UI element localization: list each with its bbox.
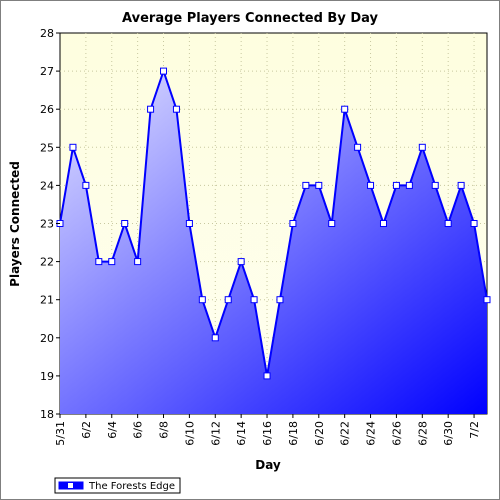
data-point — [289, 220, 297, 227]
x-tick-label: 6/26 — [390, 421, 403, 446]
data-point — [237, 258, 245, 266]
data-point — [457, 181, 465, 189]
data-point — [147, 105, 155, 113]
data-point — [379, 220, 387, 227]
y-axis-ticks: 18 19 20 21 22 23 24 25 26 27 28 — [40, 27, 60, 421]
x-tick-label: 7/2 — [468, 421, 481, 439]
data-point — [82, 181, 90, 189]
data-point — [211, 334, 219, 342]
x-tick-label: 6/16 — [261, 421, 274, 446]
data-point — [121, 220, 129, 227]
x-tick-label: 6/10 — [183, 421, 196, 446]
legend-swatch — [58, 481, 84, 490]
x-tick-label: 6/6 — [132, 421, 145, 439]
y-axis-title: Players Connected — [8, 161, 22, 287]
x-tick-label: 6/8 — [158, 421, 171, 439]
chart-title: Average Players Connected By Day — [122, 11, 378, 26]
legend-label: The Forests Edge — [88, 481, 175, 492]
x-tick-label: 6/30 — [442, 421, 455, 446]
x-tick-label: 6/24 — [365, 421, 378, 446]
y-tick-label: 25 — [40, 141, 54, 154]
series-polyline — [59, 67, 488, 377]
legend-box — [54, 477, 181, 494]
data-point — [185, 220, 193, 227]
data-point — [263, 372, 271, 380]
y-tick-label: 26 — [40, 103, 54, 116]
x-tick-label: 6/18 — [287, 421, 300, 446]
data-point — [328, 220, 336, 227]
data-point — [160, 67, 168, 75]
data-point — [276, 296, 284, 304]
y-tick-label: 24 — [40, 179, 54, 192]
y-tick-label: 18 — [40, 408, 54, 421]
data-point — [250, 296, 258, 304]
data-point — [444, 220, 452, 227]
y-tick-label: 20 — [40, 332, 54, 345]
x-tick-label: 6/28 — [416, 421, 429, 446]
data-point — [418, 143, 426, 151]
legend: The Forests Edge — [54, 477, 181, 494]
data-point — [405, 181, 413, 189]
x-tick-label: 6/14 — [235, 421, 248, 446]
data-point — [302, 181, 310, 189]
data-point — [69, 143, 77, 151]
x-axis-ticks: 5/31 6/2 6/4 6/6 6/8 6/10 6/12 6/14 6/16 6/18 6/20… — [54, 414, 481, 446]
y-tick-label: 21 — [40, 294, 54, 307]
data-point — [470, 220, 478, 227]
series-area — [60, 71, 487, 414]
x-tick-label: 6/4 — [106, 421, 119, 439]
data-point — [483, 296, 491, 304]
data-point — [172, 105, 180, 113]
x-tick-label: 6/2 — [80, 421, 93, 439]
data-point — [95, 258, 103, 266]
data-point — [367, 181, 375, 189]
data-point — [392, 181, 400, 189]
data-point — [198, 296, 206, 304]
x-tick-label: 5/31 — [54, 421, 67, 446]
data-point — [108, 258, 116, 266]
y-tick-label: 22 — [40, 256, 54, 269]
y-tick-label: 19 — [40, 370, 54, 383]
x-axis-title: Day — [255, 458, 281, 472]
data-point — [224, 296, 232, 304]
area-fill — [60, 71, 487, 414]
x-tick-label: 6/22 — [339, 421, 352, 446]
data-point — [315, 181, 323, 189]
x-tick-label: 6/20 — [313, 421, 326, 446]
x-tick-label: 6/12 — [209, 421, 222, 446]
y-tick-label: 27 — [40, 65, 54, 78]
data-point — [134, 258, 142, 266]
data-point — [354, 143, 362, 151]
series-line — [59, 67, 488, 377]
y-tick-label: 28 — [40, 27, 54, 40]
data-point — [431, 181, 439, 189]
data-point — [341, 105, 349, 113]
y-tick-label: 23 — [40, 218, 54, 231]
